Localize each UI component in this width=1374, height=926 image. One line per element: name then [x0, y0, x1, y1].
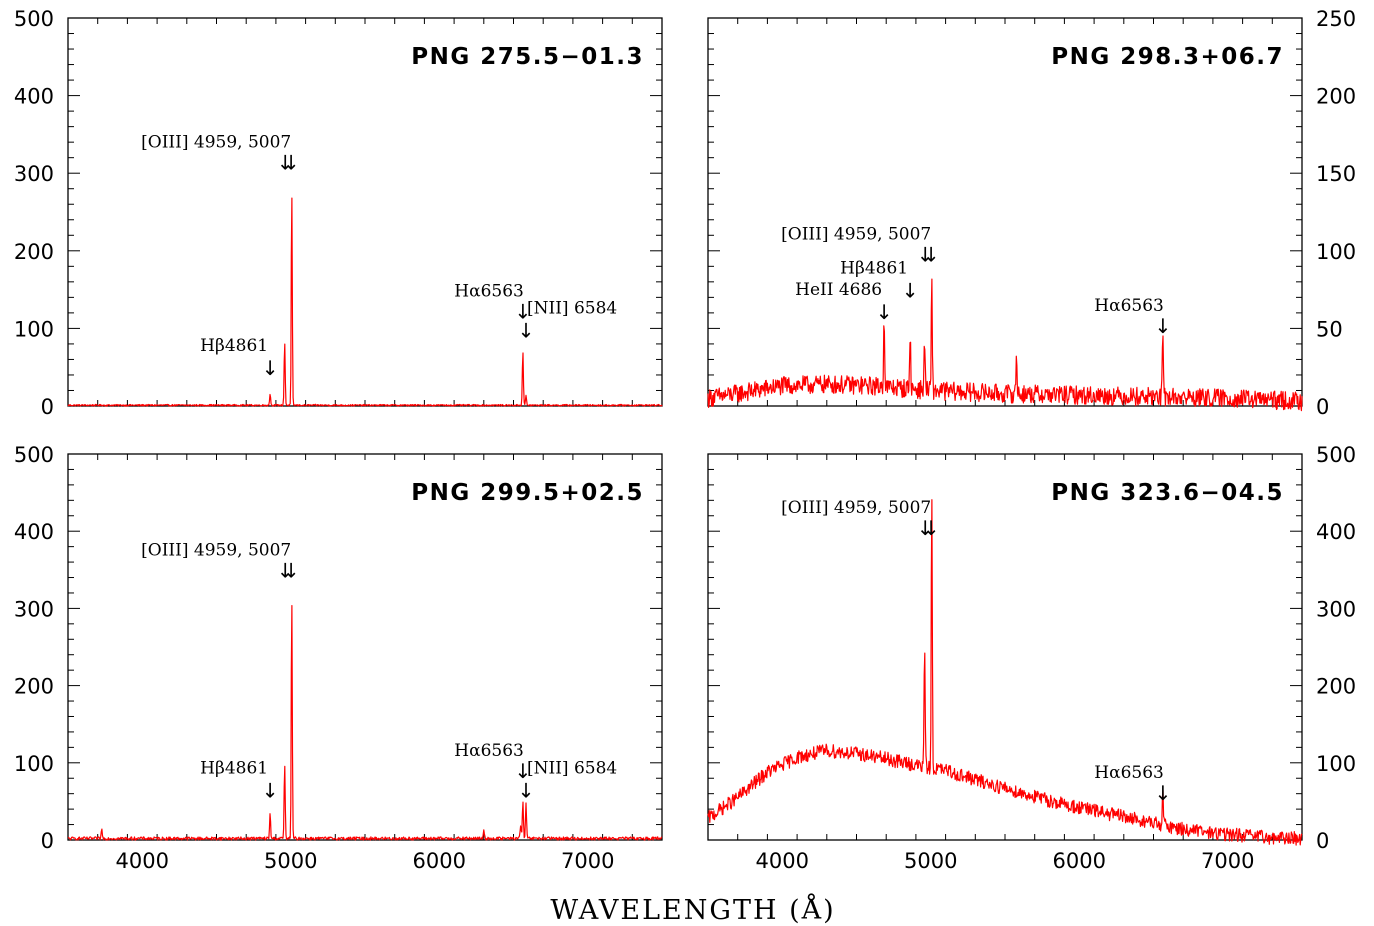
down-arrow-icon: ↓ [262, 356, 279, 380]
y-tick-label: 400 [14, 85, 54, 109]
y-tick-label: 200 [1316, 85, 1356, 109]
panel-title: PNG 299.5+02.5 [411, 480, 644, 506]
y-tick-label: 0 [1316, 829, 1329, 853]
y-tick-label: 100 [14, 752, 54, 776]
line-annotation-label: [NII] 6584 [527, 299, 617, 319]
panel-frame [67, 17, 663, 407]
y-tick-label: 300 [1316, 597, 1356, 621]
spectrum-panel-3: 4000 5000 6000 7000 0 100 200 300 400 500 PNG 299.… [14, 443, 663, 873]
down-arrow-icon: ⇊ [920, 243, 937, 267]
line-annotation-label: [NII] 6584 [527, 759, 617, 779]
line-annotation-label: Hβ4861 [200, 336, 268, 356]
x-tick-label: 7000 [561, 849, 614, 873]
panel-frame [707, 17, 1303, 407]
down-arrow-icon: ↓ [262, 779, 279, 803]
down-arrow-icon: ↓ [514, 759, 531, 783]
x-tick-label: 6000 [413, 849, 466, 873]
down-arrow-icon: ⇊ [280, 559, 297, 583]
down-arrow-icon: ⇊ [280, 150, 297, 174]
y-tick-label: 300 [14, 162, 54, 186]
spectrum-line [67, 605, 663, 841]
y-tick-label: 200 [14, 240, 54, 264]
x-tick-label: 5000 [264, 849, 317, 873]
panel-frame [67, 453, 663, 841]
down-arrow-icon: ↓ [1154, 314, 1171, 338]
x-tick-label: 4000 [756, 849, 809, 873]
panel-title: PNG 298.3+06.7 [1051, 44, 1284, 70]
down-arrow-icon: ↓ [518, 319, 535, 343]
spectrum-line [67, 197, 663, 407]
y-tick-label: 200 [1316, 675, 1356, 699]
down-arrow-icon: ↓ [1154, 781, 1171, 805]
line-annotation-label: [OIII] 4959, 5007 [781, 225, 931, 245]
spectrum-panel-4: 4000 5000 6000 7000 0 100 200 300 400 500 PNG 323.… [707, 443, 1356, 873]
down-arrow-icon: ↓ [518, 779, 535, 803]
down-arrow-icon: ↓ [876, 300, 893, 324]
line-annotation-label: Hα6563 [454, 281, 524, 301]
line-annotation-label: [OIII] 4959, 5007 [141, 541, 291, 561]
y-tick-label: 500 [14, 443, 54, 467]
x-axis-label: WAVELENGTH (Å) [550, 893, 835, 926]
y-tick-label: 500 [1316, 443, 1356, 467]
panel-title: PNG 323.6−04.5 [1051, 480, 1284, 506]
x-tick-label: 4000 [116, 849, 169, 873]
line-annotation-label: Hα6563 [1094, 763, 1164, 783]
y-tick-label: 300 [14, 597, 54, 621]
line-annotation-label: Hα6563 [1094, 296, 1164, 316]
down-arrow-icon: ⇊ [920, 516, 937, 540]
spectrum-line [707, 499, 1303, 846]
x-tick-label: 5000 [904, 849, 957, 873]
y-tick-label: 250 [1316, 7, 1356, 31]
y-tick-label: 200 [14, 675, 54, 699]
y-tick-label: 100 [1316, 240, 1356, 264]
y-tick-label: 100 [14, 317, 54, 341]
spectrum-line [707, 278, 1303, 412]
down-arrow-icon: ↓ [514, 299, 531, 323]
line-annotation-label: Hβ4861 [840, 258, 908, 278]
y-tick-label: 400 [1316, 520, 1356, 544]
line-annotation-label: Hα6563 [454, 741, 524, 761]
y-tick-label: 0 [1316, 395, 1329, 419]
y-tick-label: 400 [14, 520, 54, 544]
panel-title: PNG 275.5−01.3 [411, 44, 644, 70]
y-tick-label: 150 [1316, 162, 1356, 186]
y-tick-label: 50 [1316, 317, 1343, 341]
y-tick-label: 0 [41, 395, 54, 419]
x-tick-label: 7000 [1201, 849, 1254, 873]
x-tick-label: 6000 [1053, 849, 1106, 873]
y-tick-label: 100 [1316, 752, 1356, 776]
line-annotation-label: [OIII] 4959, 5007 [141, 132, 291, 152]
y-tick-label: 0 [41, 829, 54, 853]
line-annotation-label: [OIII] 4959, 5007 [781, 498, 931, 518]
y-tick-label: 500 [14, 7, 54, 31]
line-annotation-label: HeII 4686 [795, 280, 882, 300]
line-annotation-label: Hβ4861 [200, 759, 268, 779]
down-arrow-icon: ↓ [902, 278, 919, 302]
